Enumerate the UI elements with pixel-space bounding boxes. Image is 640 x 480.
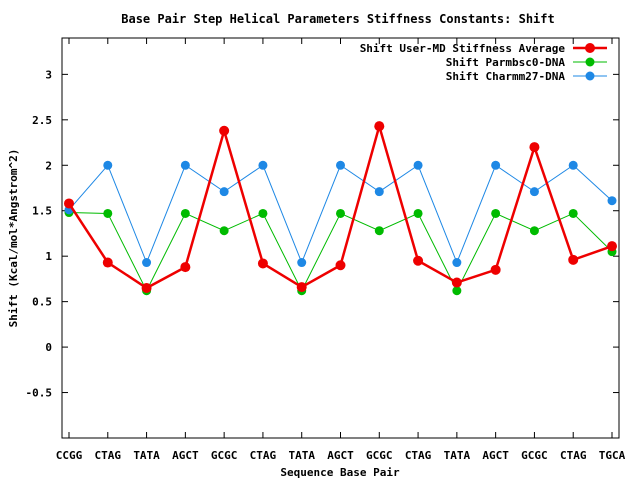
series-group — [64, 208, 617, 296]
y-tick-label: 0 — [45, 341, 52, 354]
data-point — [103, 160, 113, 170]
legend-marker — [585, 71, 595, 81]
chart-title: Base Pair Step Helical Parameters Stiffn… — [121, 12, 554, 26]
data-point — [180, 160, 190, 170]
x-tick-label: CTAG — [405, 449, 432, 462]
x-tick-label: CTAG — [95, 449, 122, 462]
x-tick-label: GCGC — [521, 449, 548, 462]
data-point — [64, 198, 74, 209]
legend-label: Shift Parmbsc0-DNA — [446, 56, 566, 69]
y-tick-label: 1.5 — [32, 205, 52, 218]
data-point — [180, 262, 191, 273]
plot-border — [61, 37, 620, 439]
series-group — [64, 121, 617, 293]
y-axis-label: Shift (Kcal/mol*Angstrom^2) — [7, 149, 20, 328]
legend-marker — [585, 43, 595, 53]
x-axis: CCGG CTAG TATA AGCT GCGC CTAG TATA AGCT GCGC CTAG… — [56, 38, 626, 462]
data-point — [374, 187, 384, 197]
data-point — [103, 208, 113, 218]
data-point — [568, 208, 578, 218]
x-tick-label: TATA — [133, 449, 160, 462]
data-point — [102, 257, 113, 268]
data-point — [490, 264, 501, 275]
data-point — [568, 160, 578, 170]
data-point — [607, 241, 617, 252]
y-tick-label: 2 — [45, 159, 52, 172]
data-point — [568, 254, 579, 265]
series-group — [64, 160, 617, 268]
data-point — [491, 160, 501, 170]
data-point — [336, 208, 345, 218]
x-tick-label: TGCA — [599, 449, 626, 462]
legend-label: Shift Charmm27-DNA — [446, 70, 566, 83]
y-tick-label: 0.5 — [32, 296, 52, 309]
data-point — [374, 226, 384, 236]
x-tick-label: AGCT — [172, 449, 199, 462]
data-point — [219, 226, 229, 236]
legend-marker — [585, 57, 595, 67]
data-point — [451, 277, 462, 288]
data-point — [491, 208, 501, 218]
data-point — [336, 160, 345, 170]
data-point — [180, 208, 190, 218]
x-axis-label: Sequence Base Pair — [280, 466, 400, 479]
y-tick-label: 2.5 — [32, 114, 52, 127]
data-point — [258, 208, 268, 218]
data-point — [257, 258, 268, 269]
x-tick-label: GCGC — [211, 449, 238, 462]
x-tick-label: CTAG — [560, 449, 587, 462]
data-point — [529, 142, 540, 153]
data-point — [297, 258, 307, 268]
x-tick-label: TATA — [288, 449, 315, 462]
data-point — [374, 121, 385, 132]
series-layer — [64, 121, 617, 296]
x-tick-label: CCGG — [56, 449, 83, 462]
data-point — [141, 283, 152, 293]
x-tick-label: AGCT — [327, 449, 354, 462]
data-point — [335, 260, 346, 271]
data-point — [607, 196, 617, 206]
data-point — [413, 255, 424, 266]
data-point — [219, 187, 229, 197]
data-point — [219, 125, 230, 136]
x-tick-label: TATA — [444, 449, 471, 462]
x-tick-label: GCGC — [366, 449, 393, 462]
data-point — [413, 208, 423, 218]
x-tick-label: AGCT — [482, 449, 509, 462]
data-point — [529, 187, 539, 197]
data-point — [296, 282, 307, 293]
x-tick-label: CTAG — [250, 449, 277, 462]
y-axis: -0.5 0 0.5 1 1.5 2 2.5 3 — [26, 68, 619, 400]
data-point — [529, 226, 539, 236]
data-point — [413, 160, 423, 170]
data-point — [258, 160, 268, 170]
legend-label: Shift User-MD Stiffness Average — [360, 42, 566, 55]
y-tick-label: 1 — [45, 250, 52, 263]
y-tick-label: 3 — [45, 68, 52, 81]
y-tick-label: -0.5 — [26, 387, 53, 400]
data-point — [452, 286, 462, 296]
data-point — [452, 258, 462, 268]
data-point — [142, 258, 152, 268]
